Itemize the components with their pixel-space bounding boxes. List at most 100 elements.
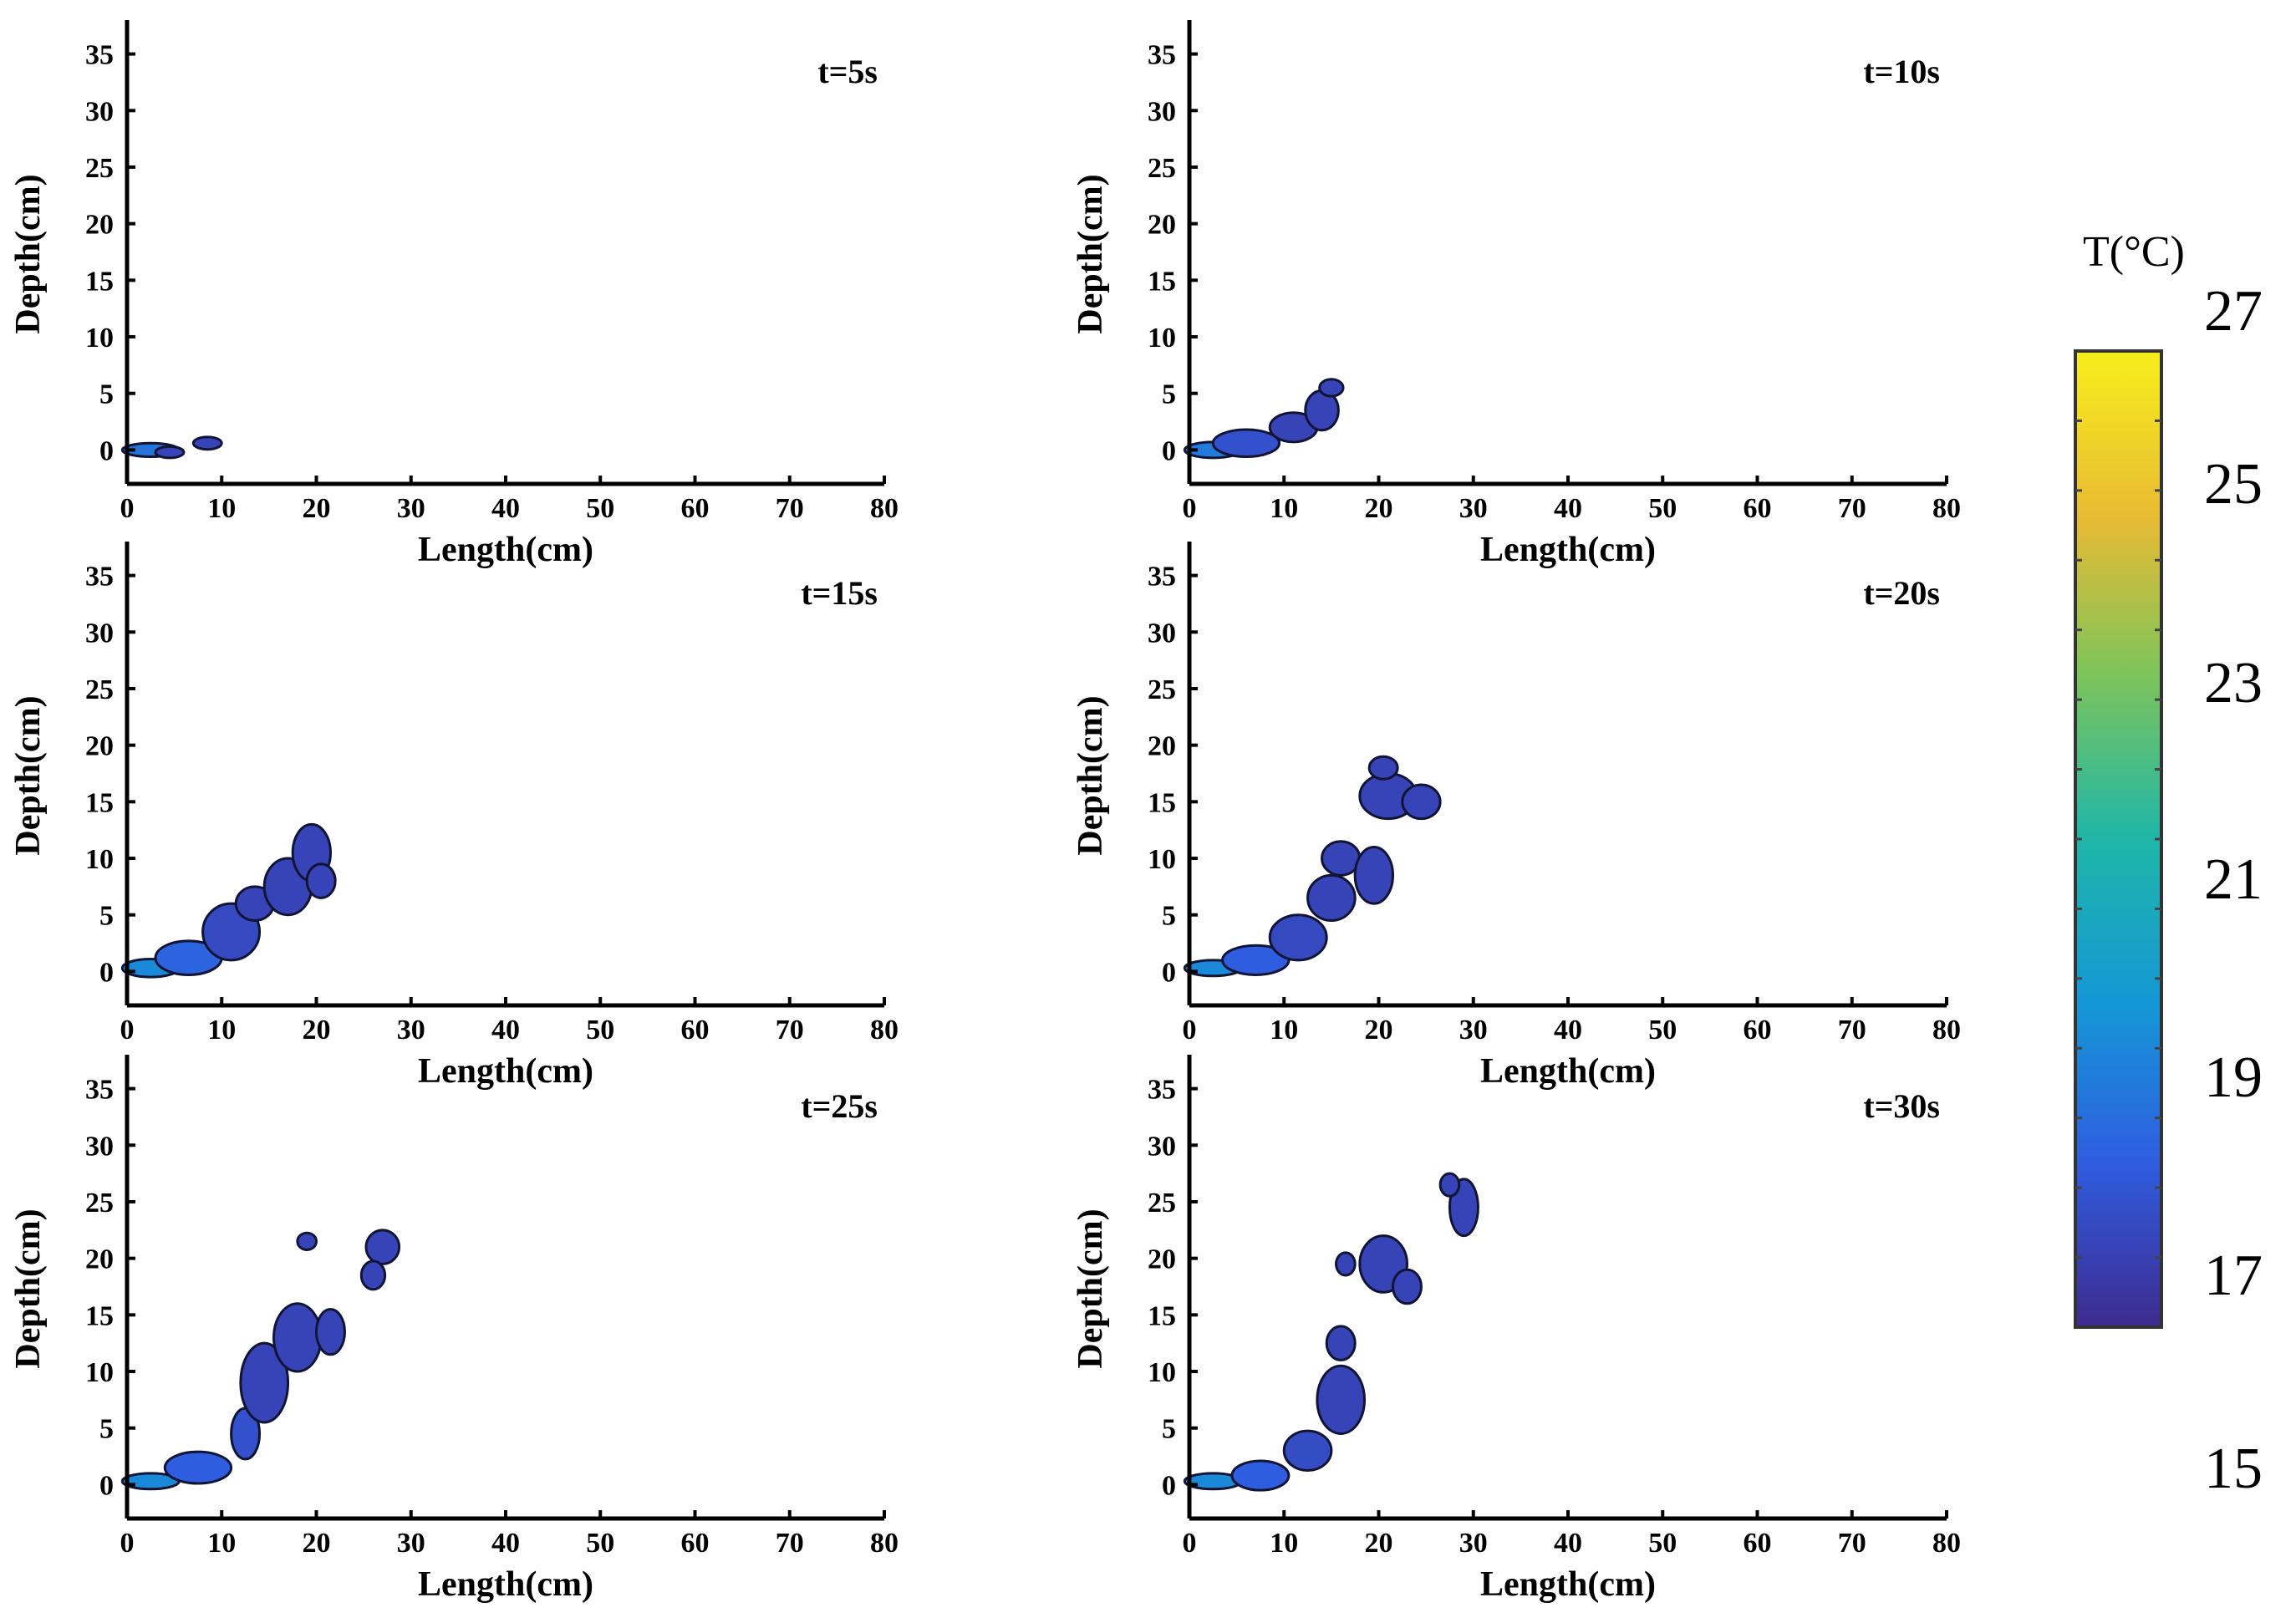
x-tick-label: 30 [397, 1528, 425, 1559]
contour-region [191, 435, 223, 451]
colorbar-label: 23 [2204, 651, 2263, 715]
colorbar-labels: 27 25 23 21 19 17 15 [2204, 279, 2263, 1501]
y-tick-label: 15 [1148, 266, 1176, 297]
x-tick-label: 60 [1744, 1015, 1772, 1046]
x-tick-label: 60 [681, 493, 710, 524]
y-tick-label: 15 [1148, 1300, 1176, 1331]
x-tick-label: 10 [1270, 1528, 1298, 1559]
panel-t-15s: 0 10 20 30 40 50 60 70 80 0 5 10 15 20 25 30 35 Length(cm… [9, 542, 899, 1091]
x-tick-label: 70 [1838, 1015, 1866, 1046]
contour-regions [120, 822, 337, 979]
contour-region [1367, 755, 1399, 781]
x-tick-label: 50 [1648, 1528, 1677, 1559]
panel-title: t=30s [1863, 1087, 1940, 1125]
colorbar-label: 27 [2204, 279, 2263, 343]
x-tick-label: 10 [1270, 493, 1298, 524]
x-tick-label: 20 [303, 493, 331, 524]
contour-region [1316, 1364, 1367, 1435]
y-tick-label: 20 [1148, 731, 1176, 762]
x-tick-label: 40 [1554, 493, 1582, 524]
x-tick-label: 40 [491, 1528, 520, 1559]
panel-title: t=25s [801, 1087, 878, 1125]
y-tick-label: 25 [85, 1188, 114, 1219]
contour-region [1325, 1325, 1357, 1361]
y-tick-label: 15 [85, 266, 114, 297]
y-tick-label: 25 [85, 674, 114, 705]
y-tick-label: 20 [85, 1244, 114, 1275]
colorbar-ticks [2075, 419, 2161, 1259]
x-tick-label: 80 [1932, 493, 1961, 524]
y-tick-label: 10 [85, 1357, 114, 1388]
y-tick-label: 5 [99, 901, 114, 932]
x-tick-label: 0 [1183, 1015, 1197, 1046]
x-tick-label: 50 [586, 1528, 614, 1559]
y-tick-label: 0 [99, 1470, 114, 1501]
y-tick-label: 30 [85, 96, 114, 127]
y-axis-title: Depth(cm) [1072, 174, 1110, 333]
y-tick-label: 10 [1148, 323, 1176, 354]
y-tick-label: 25 [1148, 1188, 1176, 1219]
y-axis-title: Depth(cm) [9, 174, 48, 333]
contour-region [1282, 1429, 1333, 1472]
y-tick-label: 35 [85, 1075, 114, 1106]
x-tick-label: 80 [1932, 1015, 1961, 1046]
contour-region [1211, 428, 1281, 459]
contour-region [1268, 913, 1328, 962]
panel-t-30s: 0 10 20 30 40 50 60 70 80 0 5 10 15 20 25 30 35 Length(cm… [1072, 1055, 1961, 1604]
colorbar-label: 19 [2204, 1046, 2263, 1110]
y-tick-label: 30 [1148, 96, 1176, 127]
colorbar-title: T(°C) [2083, 228, 2185, 276]
contour-region [1391, 1268, 1423, 1305]
y-tick-label: 15 [1148, 787, 1176, 818]
colorbar-label: 21 [2204, 847, 2263, 912]
contour-regions [1183, 755, 1442, 978]
panel-title: t=15s [801, 574, 878, 612]
y-tick-label: 35 [85, 562, 114, 593]
x-axis-title: Length(cm) [418, 1052, 593, 1091]
x-tick-label: 0 [120, 1528, 135, 1559]
panel-t-25s: 0 10 20 30 40 50 60 70 80 0 5 10 15 20 25 30 35 Length(cm… [9, 1055, 899, 1604]
y-tick-label: 0 [1162, 435, 1176, 466]
x-tick-label: 10 [207, 1015, 236, 1046]
y-axis-title: Depth(cm) [9, 1208, 48, 1368]
x-tick-label: 40 [1554, 1528, 1582, 1559]
contour-regions [1183, 378, 1345, 460]
contour-region [272, 1302, 323, 1373]
x-axis-title: Length(cm) [1480, 1565, 1656, 1604]
y-tick-label: 20 [85, 210, 114, 241]
y-tick-label: 0 [99, 957, 114, 988]
y-tick-label: 0 [1162, 957, 1176, 988]
y-tick-label: 25 [1148, 153, 1176, 184]
y-tick-label: 30 [1148, 1131, 1176, 1162]
y-axis-title: Depth(cm) [1072, 695, 1110, 855]
y-tick-label: 25 [1148, 674, 1176, 705]
panel-t-20s: 0 10 20 30 40 50 60 70 80 0 5 10 15 20 25 30 35 Length(cm… [1072, 542, 1961, 1091]
x-tick-label: 30 [397, 1015, 425, 1046]
x-tick-label: 10 [207, 1528, 236, 1559]
x-tick-label: 10 [1270, 1015, 1298, 1046]
x-tick-label: 60 [681, 1015, 710, 1046]
x-axis-title: Length(cm) [1480, 1052, 1656, 1091]
colorbar-label: 25 [2204, 452, 2263, 516]
contour-region [1318, 378, 1345, 398]
panels-layer: 0 10 20 30 40 50 60 70 8005101520253035Length(cm… [9, 20, 1961, 1604]
x-axis-title: Length(cm) [418, 531, 593, 569]
x-tick-label: 50 [586, 1015, 614, 1046]
y-tick-label: 0 [1162, 1470, 1176, 1501]
contour-region [1230, 1459, 1291, 1492]
x-tick-label: 80 [870, 493, 899, 524]
y-tick-label: 5 [1162, 379, 1176, 410]
y-tick-label: 35 [1148, 40, 1176, 71]
contour-region [163, 1450, 233, 1485]
y-tick-label: 35 [1148, 562, 1176, 593]
y-tick-label: 25 [85, 153, 114, 184]
x-tick-label: 30 [397, 493, 425, 524]
y-tick-label: 5 [99, 1414, 114, 1445]
y-tick-label: 35 [1148, 1075, 1176, 1106]
contour-region [1401, 783, 1442, 821]
y-tick-label: 30 [1148, 618, 1176, 649]
contour-regions [1183, 1172, 1479, 1492]
x-tick-label: 50 [1648, 1015, 1677, 1046]
y-tick-label: 15 [85, 787, 114, 818]
x-tick-label: 80 [870, 1015, 899, 1046]
